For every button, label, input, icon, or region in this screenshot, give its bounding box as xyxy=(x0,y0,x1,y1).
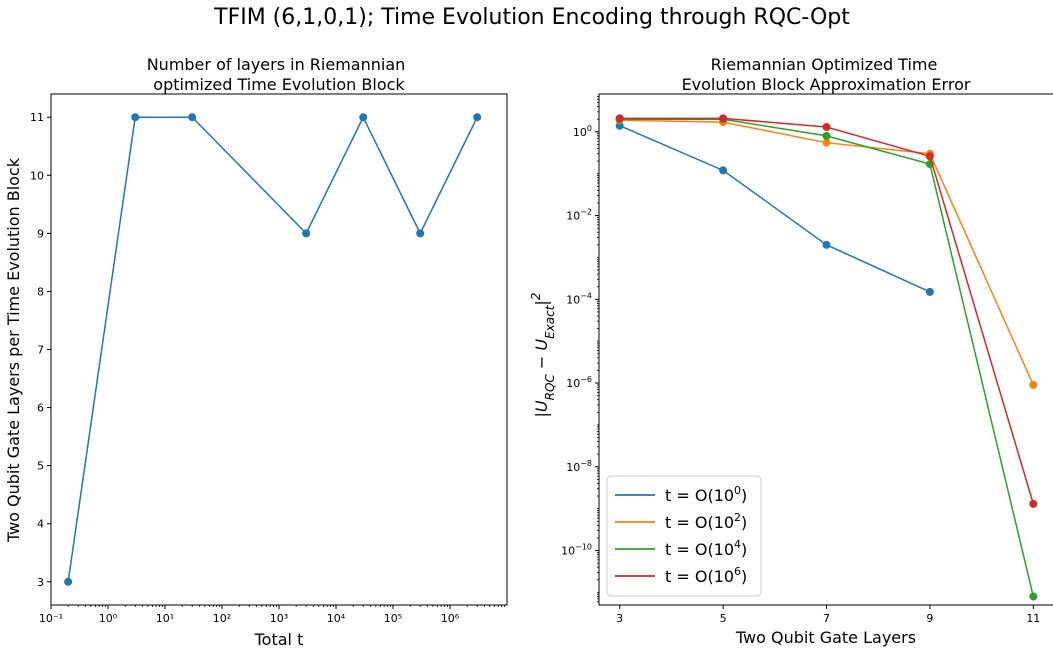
chart-right-y-tick-exp-0: 0 xyxy=(587,124,592,133)
chart-layers-vs-time: Number of layers in Riemannian optimized… xyxy=(4,55,508,649)
chart-right-y-tick-label-1: 10−2 xyxy=(566,208,592,223)
chart-right-series-0-point-1 xyxy=(719,166,728,175)
chart-right-y-tick-label-2: 10−4 xyxy=(566,291,592,306)
chart-right-legend-label-0: t = O(100) xyxy=(665,484,747,505)
chart-right-y-tick-base-5: 10 xyxy=(561,545,575,558)
chart-right-title-line-2: Evolution Block Approximation Error xyxy=(682,75,971,94)
chart-right-y-tick-base-4: 10 xyxy=(566,461,580,474)
chart-right-y-tick-exp-4: −8 xyxy=(580,459,592,468)
chart-right-x-label: Two Qubit Gate Layers xyxy=(735,628,916,647)
chart-right-y-tick-base-3: 10 xyxy=(566,377,580,390)
chart-right-y-tick-exp-1: −2 xyxy=(580,208,592,217)
chart-right-marks xyxy=(615,114,1038,601)
chart-left-point-4 xyxy=(359,113,368,122)
chart-right-legend-label-3: t = O(106) xyxy=(665,565,747,586)
chart-right-legend: t = O(100) t = O(102) t = O(104) t = O(106) xyxy=(606,475,762,597)
chart-left-y-label: Two Qubit Gate Layers per Time Evolution… xyxy=(4,157,23,543)
chart-right-series-3-point-4 xyxy=(1029,499,1038,508)
chart-left-x-tick-label-7: 10⁶ xyxy=(441,612,460,625)
chart-left-x-tick-label-3: 10² xyxy=(213,612,231,625)
chart-right-y-label-graphic: |URQC − UExact|2 xyxy=(529,293,557,418)
chart-right-series-3-point-1 xyxy=(719,114,728,123)
chart-right-x-tick-label-2: 7 xyxy=(823,612,830,625)
chart-left-x-axis: 10⁻¹ 10⁰ 10¹ 10² 10³ 10⁴ 10⁵ 10⁶ xyxy=(39,605,505,625)
chart-left-title-line-1: Number of layers in Riemannian xyxy=(147,55,406,74)
chart-right-x-tick-label-3: 9 xyxy=(926,612,933,625)
chart-right-legend-label-1: t = O(102) xyxy=(665,511,747,532)
chart-right-series-3-point-2 xyxy=(822,123,831,132)
figure-suptitle: TFIM (6,1,0,1); Time Evolution Encoding … xyxy=(213,5,850,30)
chart-left-y-tick-label-5: 8 xyxy=(37,285,44,298)
chart-left-y-tick-label-3: 6 xyxy=(37,402,44,415)
chart-right-y-tick-label-3: 10−6 xyxy=(566,375,592,390)
chart-left-title-line-2: optimized Time Evolution Block xyxy=(153,75,405,94)
chart-right-series-2-point-2 xyxy=(822,131,831,140)
chart-left-x-label: Total t xyxy=(254,630,304,649)
chart-left-x-tick-label-4: 10³ xyxy=(270,612,288,625)
chart-left-point-2 xyxy=(188,113,197,122)
chart-left-point-5 xyxy=(416,229,425,238)
chart-right-x-tick-label-0: 3 xyxy=(616,612,623,625)
chart-left-y-axis: 3 4 5 6 7 8 9 10 11 xyxy=(30,111,51,589)
chart-right-legend-frame xyxy=(606,475,762,597)
chart-left-y-tick-label-6: 9 xyxy=(37,227,44,240)
chart-right-series-1-point-2 xyxy=(822,138,831,147)
chart-left-y-tick-label-1: 4 xyxy=(37,518,44,531)
chart-error-vs-layers: Riemannian Optimized Time Evolution Bloc… xyxy=(529,55,1053,647)
chart-right-y-tick-base-1: 10 xyxy=(566,210,580,223)
chart-right-series-1-point-4 xyxy=(1029,380,1038,389)
chart-right-y-tick-label-4: 10−8 xyxy=(566,459,592,474)
chart-left-y-tick-label-0: 3 xyxy=(37,576,44,589)
chart-right-y-tick-exp-2: −4 xyxy=(580,291,592,300)
chart-right-x-tick-label-4: 11 xyxy=(1026,612,1040,625)
chart-right-series-0-point-3 xyxy=(925,287,934,296)
chart-right-series-3-point-3 xyxy=(925,152,934,161)
chart-left-point-1 xyxy=(131,113,140,122)
chart-right-series-0-point-0 xyxy=(615,121,624,130)
chart-right-series-0-point-2 xyxy=(822,240,831,249)
chart-left-x-tick-label-2: 10¹ xyxy=(156,612,174,625)
chart-right-y-label: |URQC − UExact|2 xyxy=(529,293,557,418)
chart-right-series-line-1 xyxy=(619,119,1035,386)
chart-right-x-axis: 3 5 7 9 11 xyxy=(616,605,1040,625)
chart-left-marks xyxy=(64,113,482,586)
chart-left-point-3 xyxy=(302,229,311,238)
chart-right-series-3-point-0 xyxy=(615,114,624,123)
chart-left-series-line-0 xyxy=(67,115,478,582)
chart-left-frame xyxy=(50,93,508,606)
chart-right-series-2-point-4 xyxy=(1029,592,1038,601)
chart-right-y-tick-exp-3: −6 xyxy=(580,375,592,384)
chart-right-x-tick-label-1: 5 xyxy=(720,612,727,625)
chart-left-y-tick-label-2: 5 xyxy=(37,460,44,473)
chart-left-y-tick-label-4: 7 xyxy=(37,344,44,357)
chart-right-title-line-1: Riemannian Optimized Time xyxy=(711,55,938,74)
chart-right-y-tick-base-2: 10 xyxy=(566,293,580,306)
chart-left-x-tick-label-1: 10⁰ xyxy=(99,612,118,625)
chart-left-x-tick-label-6: 10⁵ xyxy=(384,612,402,625)
chart-left-x-tick-label-5: 10⁴ xyxy=(327,612,346,625)
chart-left-y-tick-label-7: 10 xyxy=(30,169,44,182)
chart-right-series-line-0 xyxy=(619,125,931,293)
chart-right-series-line-3 xyxy=(619,117,1035,505)
chart-left-y-tick-label-8: 11 xyxy=(30,111,44,124)
chart-right-y-tick-label-5: 10−10 xyxy=(561,543,592,558)
chart-right-legend-label-2: t = O(104) xyxy=(665,538,747,559)
chart-left-x-tick-label-0: 10⁻¹ xyxy=(39,612,63,625)
chart-left-point-0 xyxy=(64,577,73,586)
chart-right-y-tick-exp-5: −10 xyxy=(575,543,592,552)
chart-right-y-tick-label-0: 100 xyxy=(573,124,592,139)
chart-left-point-6 xyxy=(473,113,482,122)
chart-right-y-tick-base-0: 10 xyxy=(573,126,587,139)
